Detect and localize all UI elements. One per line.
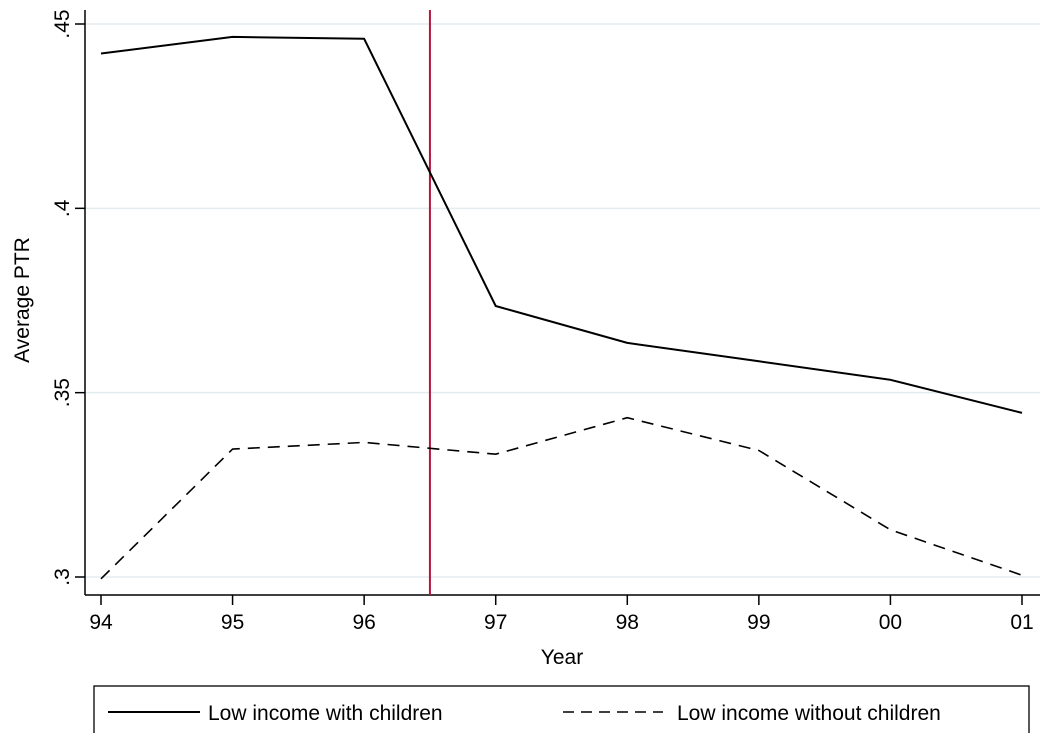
y-tick-label: .35 [51, 378, 74, 407]
x-tick-label: 00 [879, 611, 902, 634]
series-line-without-children [100, 416, 1023, 580]
x-tick-label: 96 [352, 611, 375, 634]
legend: Low income with children Low income with… [93, 685, 1030, 738]
ticks: .3 .35 .4 .45 94 95 96 97 98 99 00 01 [51, 9, 1034, 634]
y-tick-label: .4 [51, 199, 74, 217]
y-tick-label: .3 [51, 568, 74, 586]
x-tick-label: 01 [1010, 611, 1033, 634]
x-tick-label: 98 [616, 611, 639, 634]
series-line-with-children [100, 35, 1023, 414]
x-axis-label: Year [541, 646, 583, 669]
x-tick-label: 94 [89, 611, 113, 634]
y-tick-label: .45 [51, 9, 74, 38]
legend-label-without-children: Low income without children [677, 702, 941, 725]
x-tick-label: 99 [747, 611, 770, 634]
y-axis-label: Average PTR [11, 237, 34, 363]
legend-box [93, 685, 1030, 738]
x-tick-label: 95 [221, 611, 244, 634]
legend-label-with-children: Low income with children [208, 702, 443, 725]
x-tick-label: 97 [484, 611, 507, 634]
grid [85, 23, 1040, 578]
series [100, 35, 1023, 580]
axes [84, 10, 1040, 596]
